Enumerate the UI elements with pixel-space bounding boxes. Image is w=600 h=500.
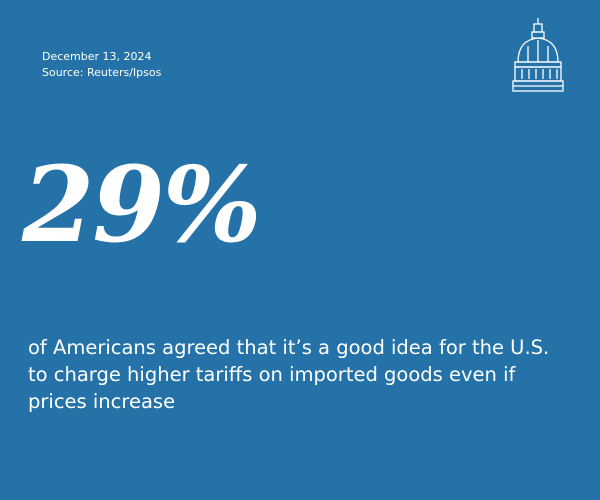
- stat-description: of Americans agreed that it’s a good ide…: [28, 336, 550, 413]
- stat-value: 29%: [22, 143, 262, 266]
- logo: [512, 18, 564, 92]
- source: Source: Reuters/Ipsos: [42, 66, 162, 79]
- date: December 13, 2024: [42, 50, 152, 63]
